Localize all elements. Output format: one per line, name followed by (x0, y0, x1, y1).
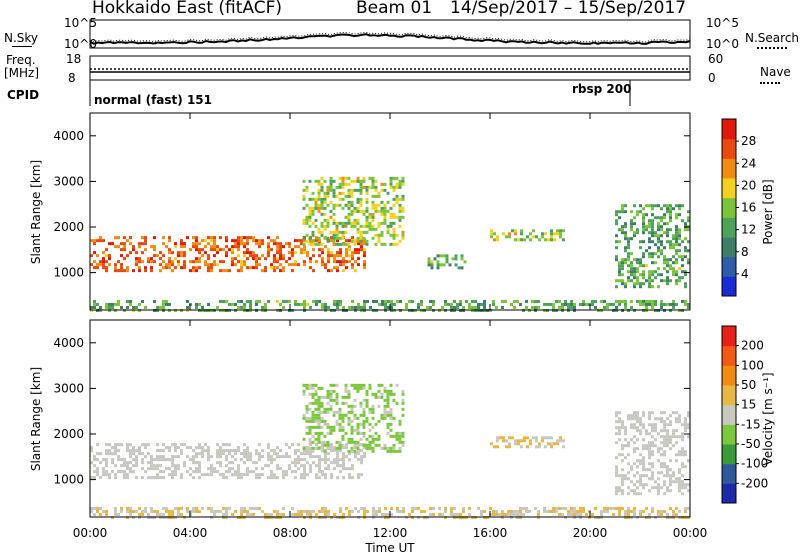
colorbar-segment (722, 404, 736, 425)
velocity-yticks: 1000 2000 3000 4000 (53, 336, 690, 487)
freq-tick-top: 18 (66, 52, 82, 66)
nsearch-line-key (757, 47, 787, 49)
x-tick-label: 00:00 (73, 526, 108, 540)
x-tick-label: 20:00 (573, 526, 608, 540)
colorbar-tick-label: 200 (741, 339, 764, 353)
power-yticks: 1000 2000 3000 4000 (53, 129, 690, 280)
colorbar-segment (722, 158, 736, 179)
nave-tick-top: 60 (708, 52, 724, 66)
colorbar-segment (722, 444, 736, 465)
nsky-tick-top: 10^5 (64, 16, 97, 30)
colorbar-segment (722, 119, 736, 140)
colorbar-frame (721, 325, 737, 504)
colorbar-tick-label: 50 (741, 378, 756, 392)
power-colorbar-label: Power [dB] (761, 179, 775, 244)
power-colorbar: 4 8 12 16 20 24 28 (721, 118, 756, 297)
noise-sky-line (89, 33, 691, 45)
x-tick-label: 00:00 (673, 526, 708, 540)
colorbar-segment (722, 256, 736, 277)
velocity-colorbar-label: Velocity [m s⁻¹] (761, 372, 775, 465)
freq-panel-frame (89, 55, 691, 81)
velocity-colorbar: 200 100 50 15 -15 -50 -100 -200 (721, 325, 768, 504)
x-tick-label: 16:00 (473, 526, 508, 540)
nave-label: Nave (760, 65, 791, 79)
colorbar-tick-label: 100 (741, 358, 764, 372)
colorbar-tick-label: -50 (741, 437, 761, 451)
power-data-layer (90, 176, 690, 312)
x-axis-label: Time UT (364, 541, 415, 554)
nsky-line-key (12, 46, 32, 47)
colorbar-tick-label: 4 (741, 267, 749, 281)
velocity-data-layer (90, 383, 690, 519)
x-tick-label: 08:00 (273, 526, 308, 540)
x-tick-label: 12:00 (373, 526, 408, 540)
nsky-tick-bottom: 10^0 (64, 37, 97, 51)
power-ylabel: Slant Range [km] (29, 160, 43, 264)
nsearch-tick-top: 10^5 (706, 16, 739, 30)
x-tick-label: 04:00 (173, 526, 208, 540)
colorbar-segment (722, 217, 736, 238)
y-tick-label: 1000 (53, 473, 84, 487)
noise-panel-frame (89, 19, 691, 49)
nave-line-key (760, 82, 780, 84)
cpid-mode-rbsp: rbsp 200 (572, 82, 632, 96)
beam-label: Beam 01 (356, 0, 433, 18)
velocity-ylabel: Slant Range [km] (29, 367, 43, 471)
colorbar-segment (722, 197, 736, 218)
cpid-mode-normal: normal (fast) 151 (94, 93, 212, 107)
nsearch-tick-bottom: 10^0 (706, 37, 739, 51)
colorbar-segment (722, 424, 736, 445)
colorbar-tick-label: 12 (741, 223, 756, 237)
noise-search-line (89, 31, 691, 43)
colorbar-segment (722, 483, 736, 504)
y-tick-label: 4000 (53, 129, 84, 143)
colorbar-segment (722, 365, 736, 386)
colorbar-tick-label: 20 (741, 178, 756, 192)
y-tick-label: 3000 (53, 381, 84, 395)
y-tick-label: 4000 (53, 336, 84, 350)
y-tick-label: 1000 (53, 266, 84, 280)
colorbar-tick-label: 24 (741, 156, 756, 170)
cpid-label: CPID (7, 88, 40, 102)
colorbar-segment (722, 345, 736, 366)
freq-unit-label: [MHz] (4, 66, 40, 80)
colorbar-tick-label: 15 (741, 398, 756, 412)
x-axis-ticks: 00:00 04:00 08:00 12:00 16:00 20:00 00:00 (73, 113, 708, 540)
station-title: Hokkaido East (fitACF) (92, 0, 283, 18)
colorbar-segment (722, 326, 736, 347)
freq-tick-bottom: 8 (68, 71, 76, 85)
colorbar-segment (722, 385, 736, 406)
date-range: 14/Sep/2017 – 15/Sep/2017 (450, 0, 687, 18)
colorbar-segment (722, 463, 736, 484)
colorbar-tick-label: 28 (741, 134, 756, 148)
colorbar-tick-label: 8 (741, 245, 749, 259)
colorbar-tick-label: -15 (741, 417, 761, 431)
freq-label: Freq. (6, 53, 36, 67)
colorbar-segment (722, 178, 736, 199)
nave-tick-bottom: 0 (708, 71, 716, 85)
colorbar-tick-label: -100 (741, 457, 768, 471)
colorbar-tick-label: 16 (741, 201, 756, 215)
power-panel-frame (89, 112, 691, 311)
nsky-label: N.Sky (4, 31, 39, 45)
y-tick-label: 2000 (53, 220, 84, 234)
colorbar-segment (722, 276, 736, 297)
nsearch-label: N.Search (745, 31, 800, 45)
colorbar-segment (722, 138, 736, 159)
y-tick-label: 2000 (53, 427, 84, 441)
colorbar-segment (722, 237, 736, 258)
colorbar-tick-label: -200 (741, 476, 768, 490)
y-tick-label: 3000 (53, 174, 84, 188)
